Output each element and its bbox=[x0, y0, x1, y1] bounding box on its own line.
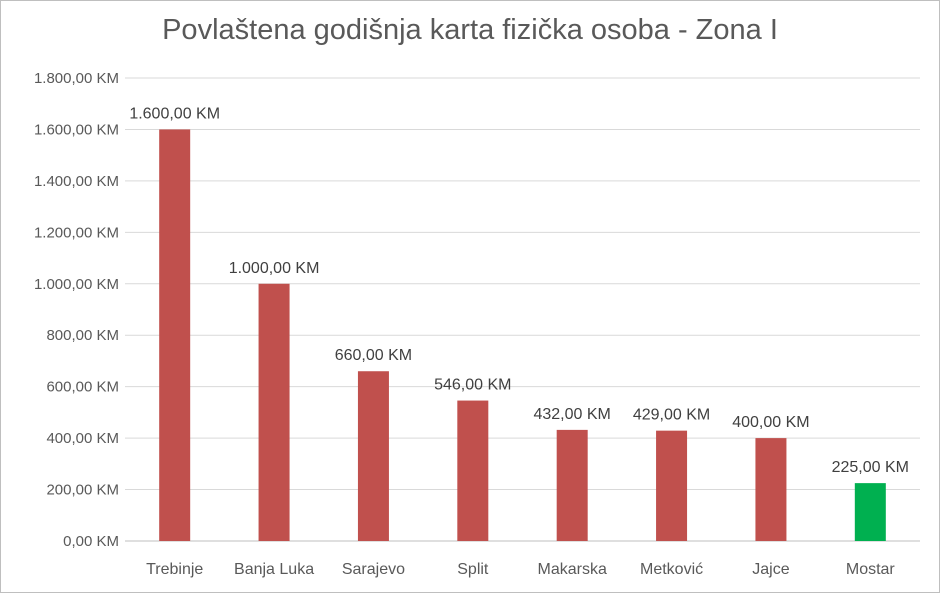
data-label: 1.600,00 KM bbox=[129, 105, 220, 122]
y-tick-label: 1.400,00 KM bbox=[34, 173, 119, 190]
data-label: 400,00 KM bbox=[732, 414, 809, 431]
y-tick-label: 1.800,00 KM bbox=[34, 70, 119, 87]
y-tick-label: 800,00 KM bbox=[46, 327, 119, 344]
x-tick-label: Jajce bbox=[752, 561, 789, 578]
data-label: 546,00 KM bbox=[434, 377, 511, 394]
data-label: 660,00 KM bbox=[335, 347, 412, 364]
y-tick-label: 1.600,00 KM bbox=[34, 121, 119, 138]
x-tick-label: Banja Luka bbox=[234, 561, 314, 578]
bar bbox=[357, 371, 389, 541]
bar bbox=[854, 483, 886, 541]
x-tick-label: Metković bbox=[640, 561, 703, 578]
x-tick-label: Makarska bbox=[538, 561, 607, 578]
x-tick-label: Sarajevo bbox=[342, 561, 405, 578]
x-tick-label: Split bbox=[457, 561, 489, 578]
data-label: 429,00 KM bbox=[633, 407, 710, 424]
y-tick-label: 1.200,00 KM bbox=[34, 224, 119, 241]
bar bbox=[457, 400, 489, 541]
data-label: 1.000,00 KM bbox=[229, 260, 320, 277]
data-label: 432,00 KM bbox=[533, 406, 610, 423]
y-tick-label: 200,00 KM bbox=[46, 482, 119, 499]
y-tick-label: 0,00 KM bbox=[63, 533, 119, 550]
data-label: 225,00 KM bbox=[832, 459, 909, 476]
bar bbox=[556, 429, 588, 541]
bar bbox=[755, 438, 787, 541]
x-tick-label: Trebinje bbox=[146, 561, 203, 578]
y-tick-label: 600,00 KM bbox=[46, 379, 119, 396]
y-tick-label: 400,00 KM bbox=[46, 430, 119, 447]
bar bbox=[258, 283, 290, 541]
chart-title: Povlaštena godišnja karta fizička osoba … bbox=[162, 14, 778, 46]
bar bbox=[656, 430, 688, 541]
x-tick-label: Mostar bbox=[846, 561, 896, 578]
bar bbox=[159, 129, 191, 541]
y-tick-label: 1.000,00 KM bbox=[34, 276, 119, 293]
